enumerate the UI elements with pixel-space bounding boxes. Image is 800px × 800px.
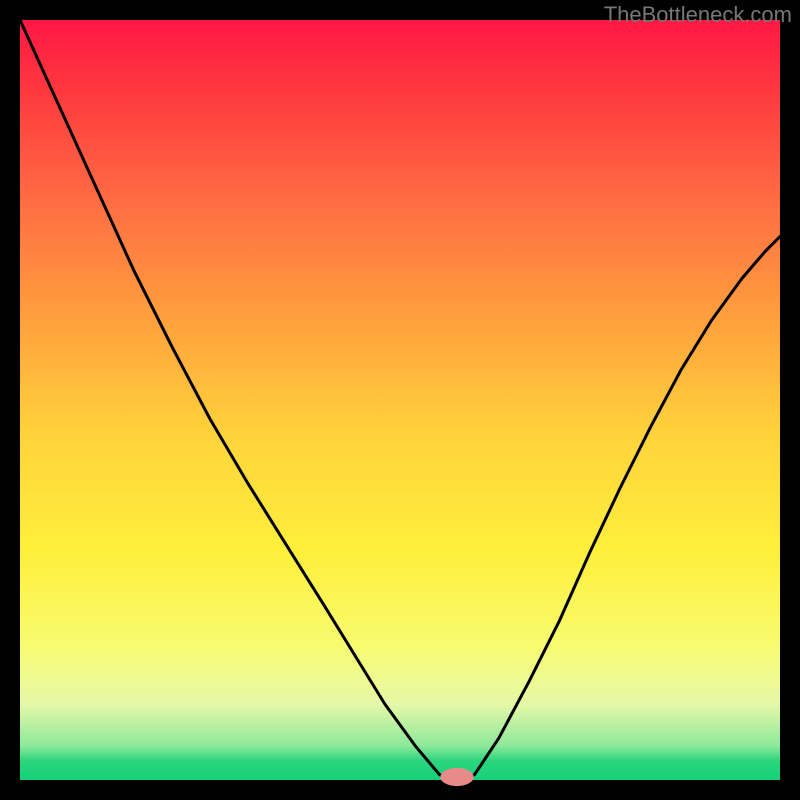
optimum-marker <box>440 768 473 786</box>
chart-stage: TheBottleneck.com <box>0 0 800 800</box>
watermark-text: TheBottleneck.com <box>604 2 792 28</box>
bottleneck-curve-chart <box>0 0 800 800</box>
